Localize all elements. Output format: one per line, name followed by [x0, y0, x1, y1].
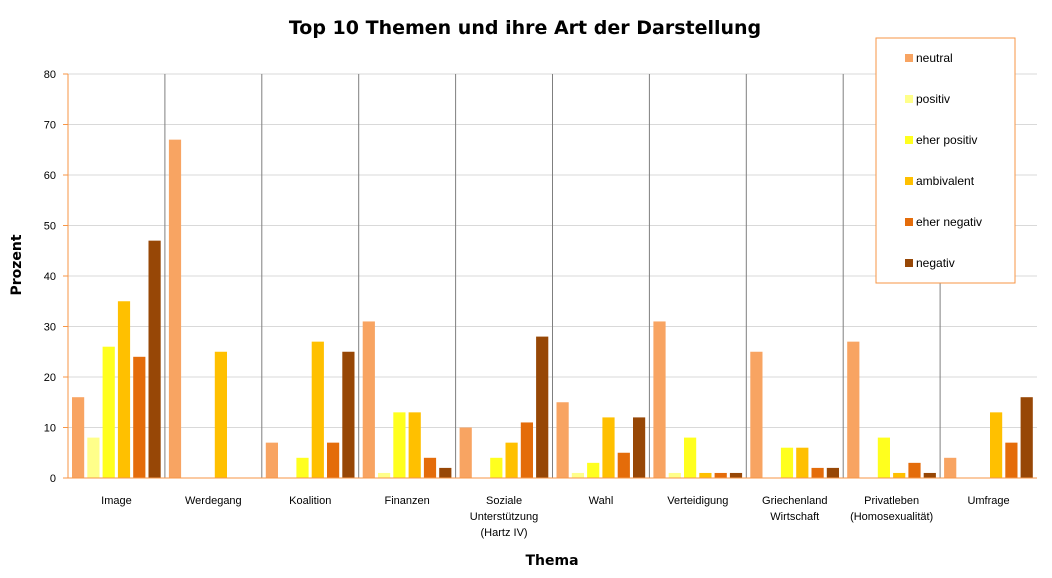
legend-label: positiv [916, 92, 950, 106]
bar-eher-positiv-0 [102, 346, 115, 478]
bar-neutral-2 [265, 442, 278, 478]
category-label: Verteidigung [667, 495, 728, 507]
bar-ambivalent-4 [505, 442, 518, 478]
category-label: Finanzen [385, 495, 430, 507]
y-tick-label: 30 [44, 322, 56, 334]
y-tick-label: 70 [44, 120, 56, 132]
bar-negativ-6 [729, 472, 743, 478]
category-label: Umfrage [967, 495, 1009, 507]
bar-neutral-7 [750, 351, 763, 478]
bar-negativ-2 [342, 351, 355, 478]
bars [72, 139, 1033, 478]
legend-box [875, 37, 1016, 284]
category-label: Werdegang [185, 495, 242, 507]
category-label: Koalition [289, 495, 331, 507]
category-label: Privatleben (Homosexualität) [850, 495, 933, 523]
bar-ambivalent-2 [311, 341, 324, 478]
bar-positiv-3 [378, 472, 391, 478]
bar-ambivalent-9 [990, 412, 1003, 478]
chart-title: Top 10 Themen und ihre Art der Darstellu… [289, 17, 761, 39]
legend-label: neutral [916, 51, 953, 65]
bar-eher-positiv-3 [393, 412, 406, 478]
bar-positiv-6 [668, 472, 681, 478]
bar-eher-negativ-0 [133, 356, 146, 478]
legend-label: negativ [916, 256, 955, 270]
bar-ambivalent-7 [796, 447, 809, 478]
bar-eher-positiv-6 [684, 437, 697, 478]
bar-eher-negativ-9 [1005, 442, 1018, 478]
legend-swatch [905, 95, 913, 103]
bar-neutral-6 [653, 321, 666, 478]
legend: neutral positiv eher positiv ambivalent eher… [875, 37, 1016, 284]
bar-neutral-9 [944, 457, 957, 478]
legend-label: ambivalent [916, 174, 975, 188]
bar-eher-negativ-6 [714, 472, 727, 478]
bar-neutral-1 [168, 139, 182, 478]
bar-neutral-0 [72, 397, 85, 478]
bar-eher-positiv-7 [780, 447, 794, 478]
y-tick-labels: 0 10 20 30 40 50 60 70 80 [44, 69, 56, 485]
y-tick-label: 0 [50, 473, 56, 485]
y-tick-label: 10 [44, 423, 56, 435]
bar-negativ-0 [148, 240, 161, 478]
bar-neutral-8 [847, 341, 860, 478]
legend-label: eher positiv [916, 133, 977, 147]
bar-neutral-4 [459, 427, 472, 478]
bar-negativ-4 [536, 336, 549, 478]
legend-swatch [905, 177, 913, 185]
legend-label: eher negativ [916, 215, 982, 229]
category-label: Image [101, 495, 132, 507]
bar-ambivalent-6 [699, 472, 712, 478]
bar-positiv-5 [571, 472, 584, 478]
bar-positiv-0 [87, 437, 100, 478]
bar-eher-negativ-4 [520, 422, 533, 478]
legend-swatch [905, 218, 913, 226]
category-label: Wahl [589, 495, 614, 507]
bar-ambivalent-8 [893, 472, 906, 478]
bar-negativ-5 [633, 417, 646, 478]
y-tick-label: 60 [44, 170, 56, 182]
bar-eher-negativ-2 [327, 442, 340, 478]
bar-neutral-3 [362, 321, 375, 478]
bar-eher-positiv-2 [296, 457, 309, 478]
x-axis-title: Thema [525, 553, 578, 569]
bar-negativ-3 [439, 467, 452, 478]
bar-eher-positiv-5 [587, 462, 600, 478]
category-labels: Image Werdegang Koalition Finanzen Soziale Un… [101, 495, 1009, 539]
bar-ambivalent-3 [408, 412, 421, 478]
bar-ambivalent-0 [117, 301, 131, 478]
bar-negativ-7 [826, 467, 839, 478]
bar-eher-negativ-8 [908, 462, 921, 478]
y-axis-title: Prozent [9, 234, 25, 295]
bar-eher-negativ-7 [811, 467, 824, 478]
y-tick-label: 50 [44, 221, 56, 233]
bar-eher-negativ-3 [423, 457, 437, 478]
bar-eher-negativ-5 [617, 452, 630, 478]
legend-swatch [905, 259, 913, 267]
legend-swatch [905, 136, 913, 144]
bar-negativ-8 [923, 472, 936, 478]
category-label: Griechenland Wirtschaft [762, 495, 827, 523]
category-label: Soziale Unterstützung (Hartz IV) [470, 495, 538, 539]
bar-ambivalent-5 [602, 417, 615, 478]
bar-eher-positiv-8 [877, 437, 890, 478]
y-tick-label: 80 [44, 69, 56, 81]
bar-negativ-9 [1020, 397, 1033, 478]
legend-swatch [905, 54, 913, 62]
bar-eher-positiv-4 [490, 457, 503, 478]
y-tick-label: 20 [44, 372, 56, 384]
bar-neutral-5 [556, 402, 569, 478]
y-tick-label: 40 [44, 271, 56, 283]
axes [63, 73, 1037, 479]
bar-ambivalent-1 [214, 351, 227, 478]
